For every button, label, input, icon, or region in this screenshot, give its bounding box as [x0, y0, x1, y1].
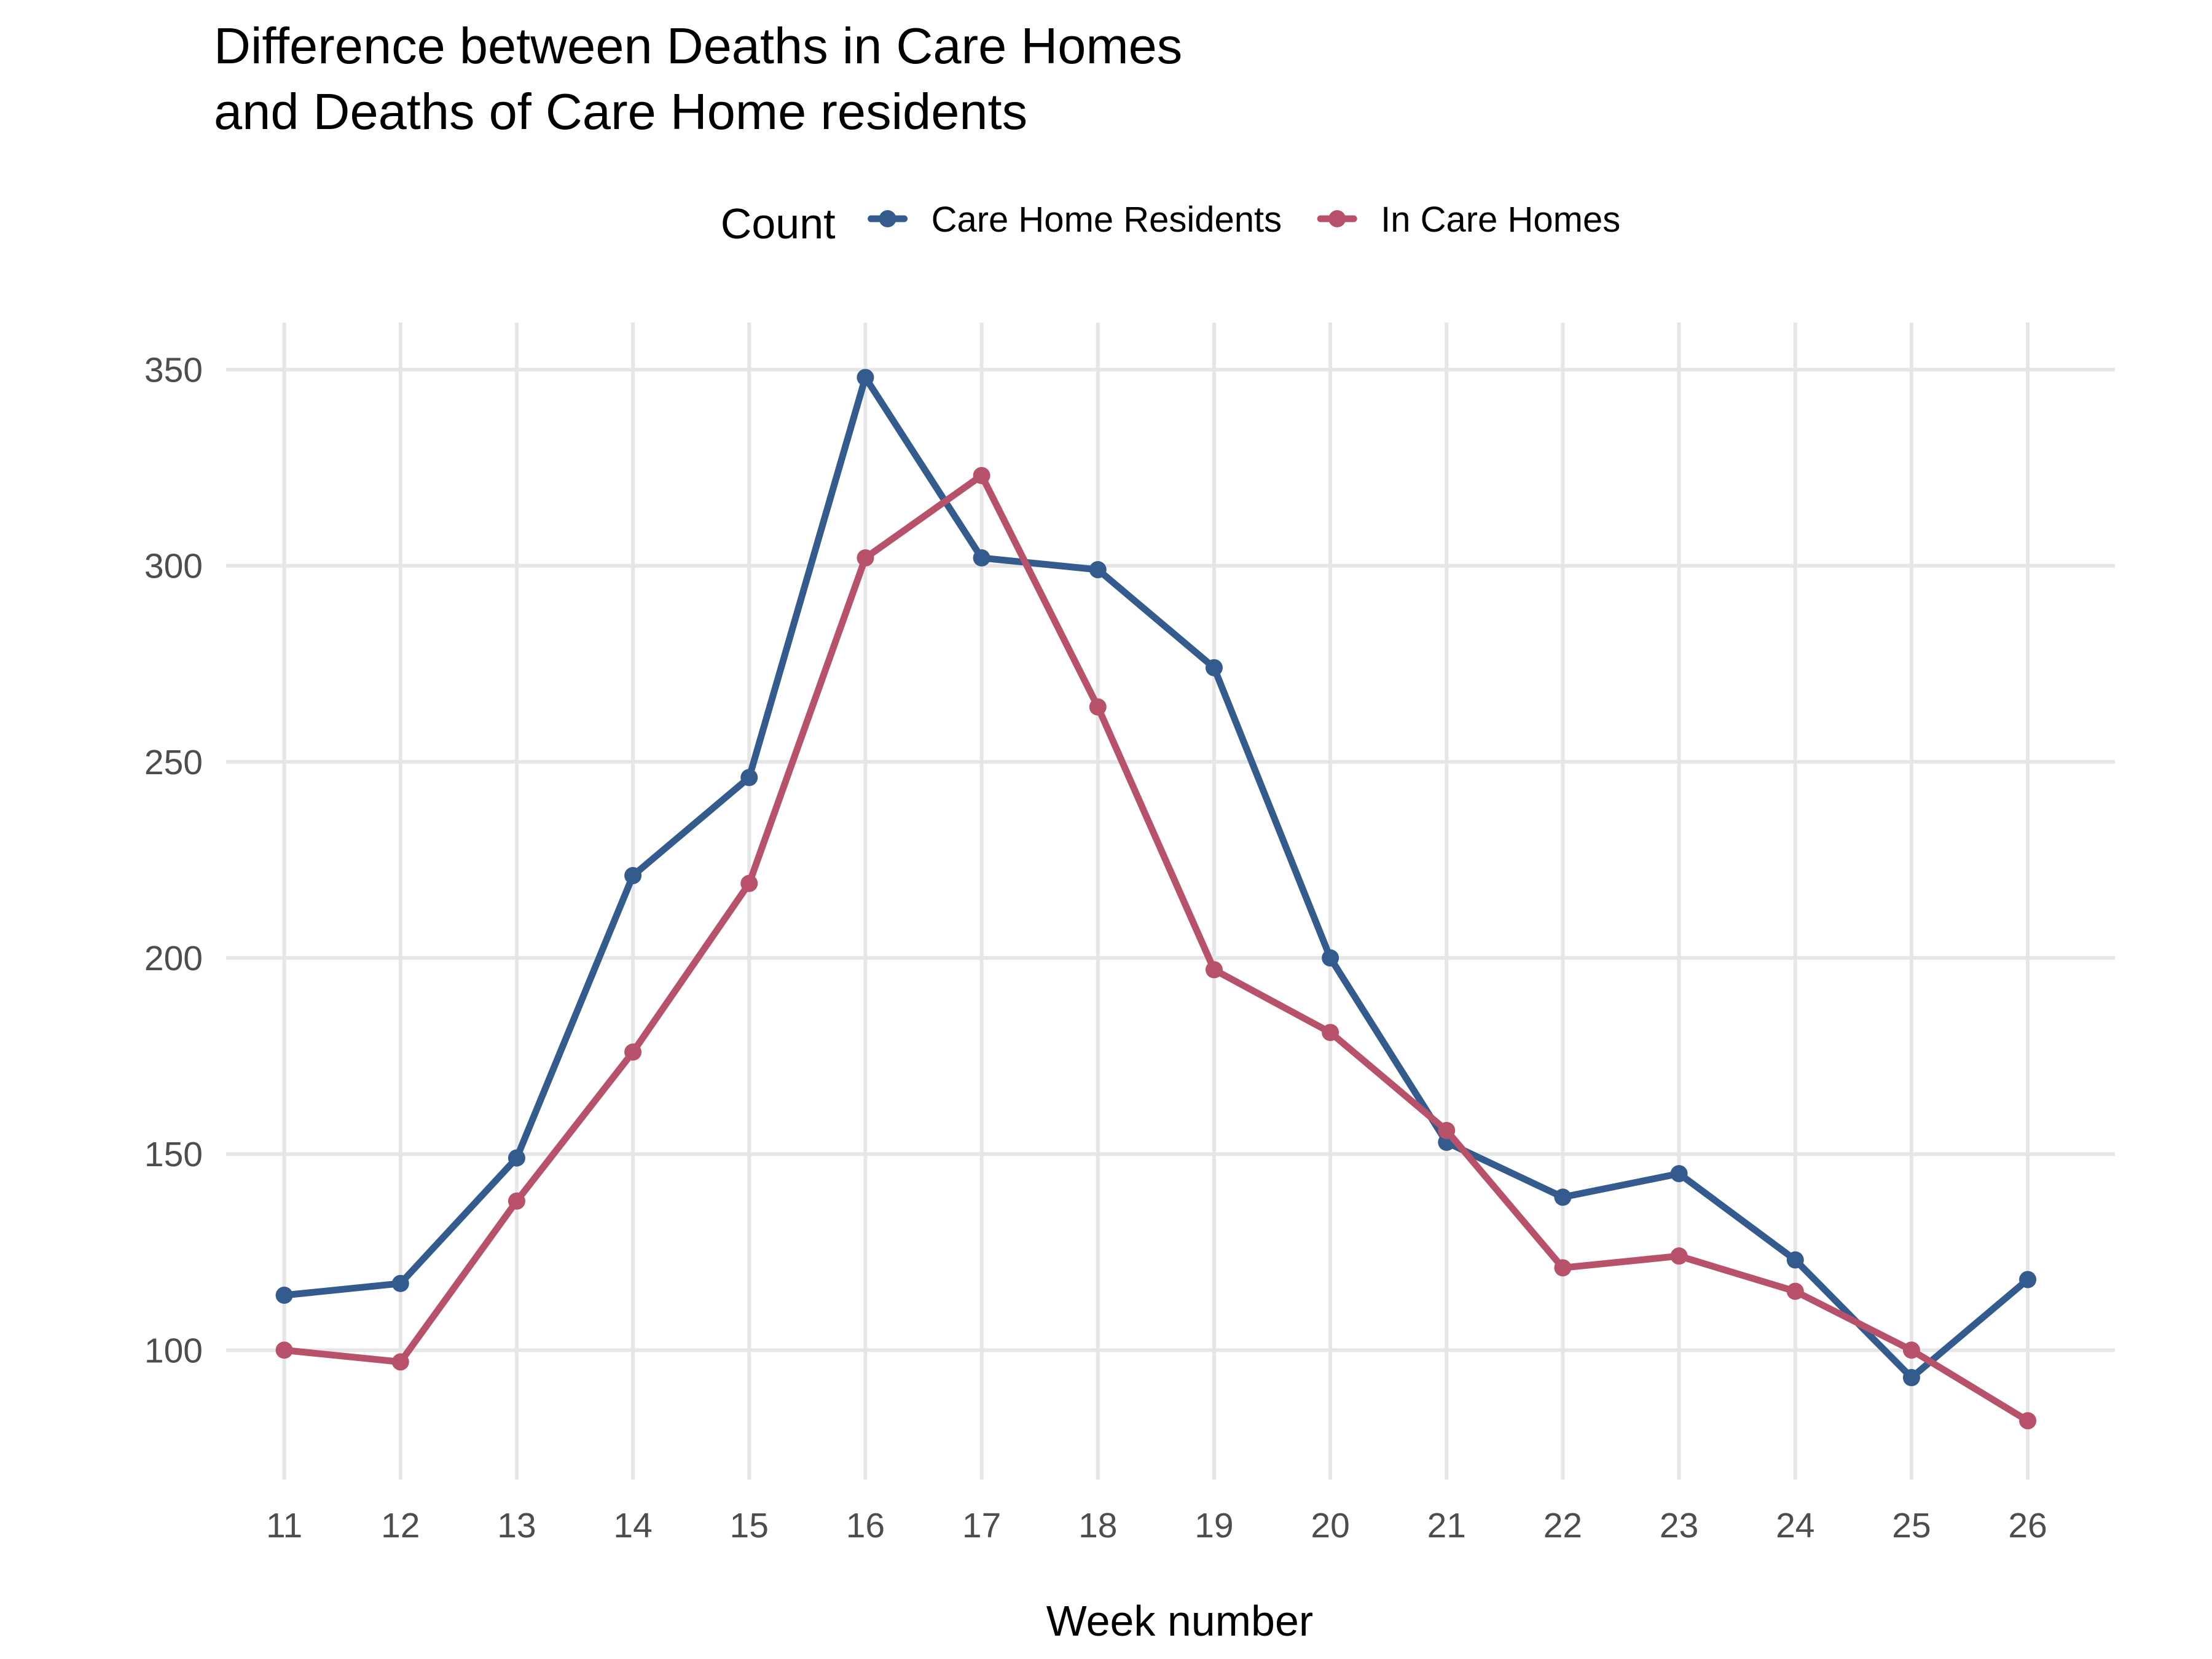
chart-title-line-1: Difference between Deaths in Care Homes — [214, 17, 1182, 74]
legend: Count Care Home Residents In Care Homes — [721, 200, 1620, 248]
y-tick-label: 300 — [144, 547, 203, 586]
y-tick-label: 250 — [144, 743, 203, 782]
data-point — [1322, 1024, 1339, 1041]
data-point — [1089, 698, 1107, 716]
series-1 — [275, 369, 2037, 1387]
data-point — [1322, 949, 1339, 967]
data-point — [391, 1353, 409, 1371]
data-point — [1205, 961, 1223, 979]
data-point — [2019, 1412, 2037, 1430]
data-point — [1902, 1369, 1920, 1387]
x-tick-label: 12 — [381, 1506, 420, 1545]
data-point — [857, 369, 874, 386]
x-tick-label: 18 — [1078, 1506, 1117, 1545]
data-point — [1902, 1341, 1920, 1359]
x-tick-label: 13 — [497, 1506, 536, 1545]
data-point — [2019, 1271, 2037, 1288]
chart-title-line-2: and Deaths of Care Home residents — [214, 83, 1027, 140]
series-layer — [275, 369, 2037, 1430]
legend-item: Care Home Residents — [868, 200, 1282, 240]
data-point — [1554, 1188, 1572, 1206]
data-point — [508, 1192, 525, 1210]
y-tick-label: 100 — [144, 1331, 203, 1370]
data-point — [1089, 561, 1107, 579]
legend-item: In Care Homes — [1317, 200, 1620, 240]
y-tick-label: 200 — [144, 939, 203, 978]
x-tick-label: 21 — [1427, 1506, 1466, 1545]
x-axis-title: Week number — [1046, 1597, 1313, 1645]
data-point — [1670, 1165, 1688, 1183]
data-point — [857, 549, 874, 567]
data-point — [624, 1043, 642, 1061]
x-axis-ticks: 11 12 13 14 15 16 17 18 19 20 21 22 23 24 25 26 — [266, 1506, 2047, 1545]
data-point — [391, 1274, 409, 1292]
x-tick-label: 11 — [266, 1506, 302, 1545]
x-tick-label: 17 — [962, 1506, 1001, 1545]
x-tick-label: 14 — [613, 1506, 652, 1545]
y-tick-label: 150 — [144, 1135, 203, 1174]
legend-label: In Care Homes — [1381, 200, 1620, 240]
x-tick-label: 25 — [1892, 1506, 1931, 1545]
legend-key-point — [879, 210, 896, 227]
data-point — [1786, 1282, 1804, 1300]
x-tick-label: 16 — [846, 1506, 885, 1545]
series-line — [281, 374, 2031, 1381]
x-tick-label: 19 — [1194, 1506, 1233, 1545]
y-axis-ticks: 100 150 200 250 300 350 — [144, 351, 203, 1371]
data-point — [740, 874, 758, 892]
data-point — [624, 867, 642, 885]
data-point — [973, 549, 990, 567]
legend-title: Count — [721, 200, 836, 248]
data-point — [1670, 1247, 1688, 1265]
chart-titles: Difference between Deaths in Care Homes … — [214, 17, 1182, 140]
data-point — [973, 466, 990, 484]
legend-label: Care Home Residents — [931, 200, 1282, 240]
x-tick-label: 23 — [1660, 1506, 1698, 1545]
x-tick-label: 15 — [730, 1506, 769, 1545]
x-tick-label: 20 — [1311, 1506, 1349, 1545]
data-point — [1786, 1251, 1804, 1269]
series-line — [281, 472, 2031, 1424]
data-point — [1205, 659, 1223, 677]
x-tick-label: 24 — [1776, 1506, 1814, 1545]
legend-key-point — [1328, 210, 1346, 227]
y-tick-label: 350 — [144, 351, 203, 390]
data-point — [1438, 1121, 1456, 1139]
data-point — [275, 1286, 293, 1304]
series-2 — [275, 466, 2037, 1430]
data-point — [1554, 1259, 1572, 1277]
x-tick-label: 26 — [2008, 1506, 2047, 1545]
data-point — [508, 1149, 525, 1167]
data-point — [275, 1341, 293, 1359]
data-point — [740, 769, 758, 786]
x-tick-label: 22 — [1543, 1506, 1582, 1545]
